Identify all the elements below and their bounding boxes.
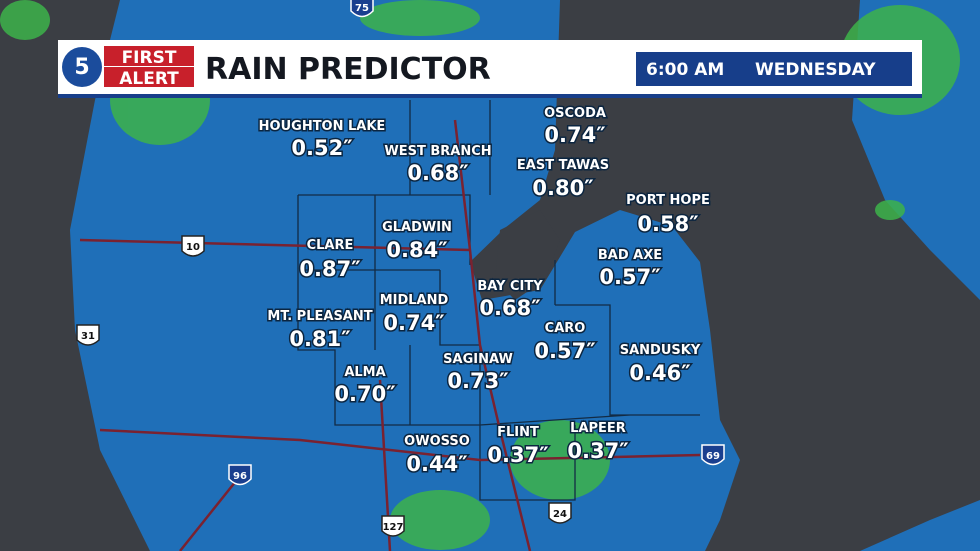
logo-line2: ALERT (119, 69, 179, 89)
rain-amount: 0.87″ (299, 257, 360, 281)
location-name: SANDUSKY (620, 343, 701, 358)
location-name: MT. PLEASANT (267, 309, 372, 324)
location-name: BAD AXE (598, 248, 662, 263)
rain-amount: 0.73″ (447, 369, 508, 393)
logo-line1: FIRST (122, 48, 177, 68)
rain-amount: 0.44″ (406, 452, 467, 476)
rain-amount: 0.74″ (544, 123, 605, 147)
location-name: CLARE (307, 238, 354, 253)
rain-amount: 0.70″ (334, 382, 395, 406)
header-underline (58, 94, 922, 98)
location-name: OSCODA (544, 106, 606, 121)
shield-number: 69 (706, 451, 720, 462)
time-box (636, 52, 912, 86)
rain-amount: 0.37″ (487, 443, 548, 467)
title: RAIN PREDICTOR (205, 52, 491, 87)
michigan-land (70, 0, 740, 551)
rain-amount: 0.80″ (532, 176, 593, 200)
highway-shield: 75 (350, 0, 374, 18)
shield-number: 24 (553, 509, 567, 520)
rain-amount: 0.57″ (534, 339, 595, 363)
logo-eye (62, 47, 102, 87)
shield-number: 31 (81, 331, 95, 342)
rain-amount: 0.84″ (386, 238, 447, 262)
location-name: EAST TAWAS (517, 158, 609, 173)
location-name: HOUGHTON LAKE (259, 119, 386, 134)
location-name: WEST BRANCH (384, 144, 491, 159)
highway-routes (79, 119, 701, 551)
location-name: GLADWIN (382, 220, 452, 235)
rain-amount: 0.68″ (479, 296, 540, 320)
shield-number: 127 (383, 522, 404, 533)
highway-shield: 24 (548, 502, 572, 524)
rain-radar (0, 0, 960, 550)
logo-number: 5 (74, 55, 89, 80)
shield-number: 10 (186, 242, 200, 253)
logo-band (104, 46, 194, 66)
rain-amount: 0.74″ (383, 311, 444, 335)
highway-shield: 127 (381, 515, 405, 537)
shield-number: 75 (355, 3, 369, 14)
highway-shield: 69 (701, 444, 725, 466)
shield-number: 96 (233, 471, 247, 482)
location-name: ALMA (344, 365, 385, 380)
location-name: LAPEER (570, 421, 626, 436)
time: 6:00 AM (646, 60, 724, 80)
county-borders (297, 100, 700, 501)
shield-shape (548, 502, 572, 524)
location-name: MIDLAND (380, 293, 449, 308)
highway-shield: 96 (228, 464, 252, 486)
rain-amount: 0.58″ (637, 212, 698, 236)
shield-shape (381, 515, 405, 537)
highway-shield: 31 (76, 324, 100, 346)
logo-band (104, 67, 194, 87)
day: WEDNESDAY (755, 60, 876, 80)
location-name: CARO (545, 321, 586, 336)
shield-shape (76, 324, 100, 346)
shield-shape (228, 464, 252, 486)
shield-shape (701, 444, 725, 466)
rain-amount: 0.37″ (567, 439, 628, 463)
rain-amount: 0.81″ (289, 327, 350, 351)
location-name: PORT HOPE (626, 193, 710, 208)
ontario-land (860, 500, 980, 551)
rain-amount: 0.52″ (291, 136, 352, 160)
shield-shape (350, 0, 374, 18)
rain-amount: 0.68″ (407, 161, 468, 185)
location-name: OWOSSO (404, 434, 470, 449)
location-name: BAY CITY (477, 279, 543, 294)
saginaw-bay (495, 210, 560, 300)
rain-amount: 0.46″ (629, 361, 690, 385)
location-name: SAGINAW (443, 352, 513, 367)
location-name: FLINT (497, 425, 539, 440)
shield-shape (181, 235, 205, 257)
highway-shield: 10 (181, 235, 205, 257)
rain-amount: 0.57″ (599, 265, 660, 289)
